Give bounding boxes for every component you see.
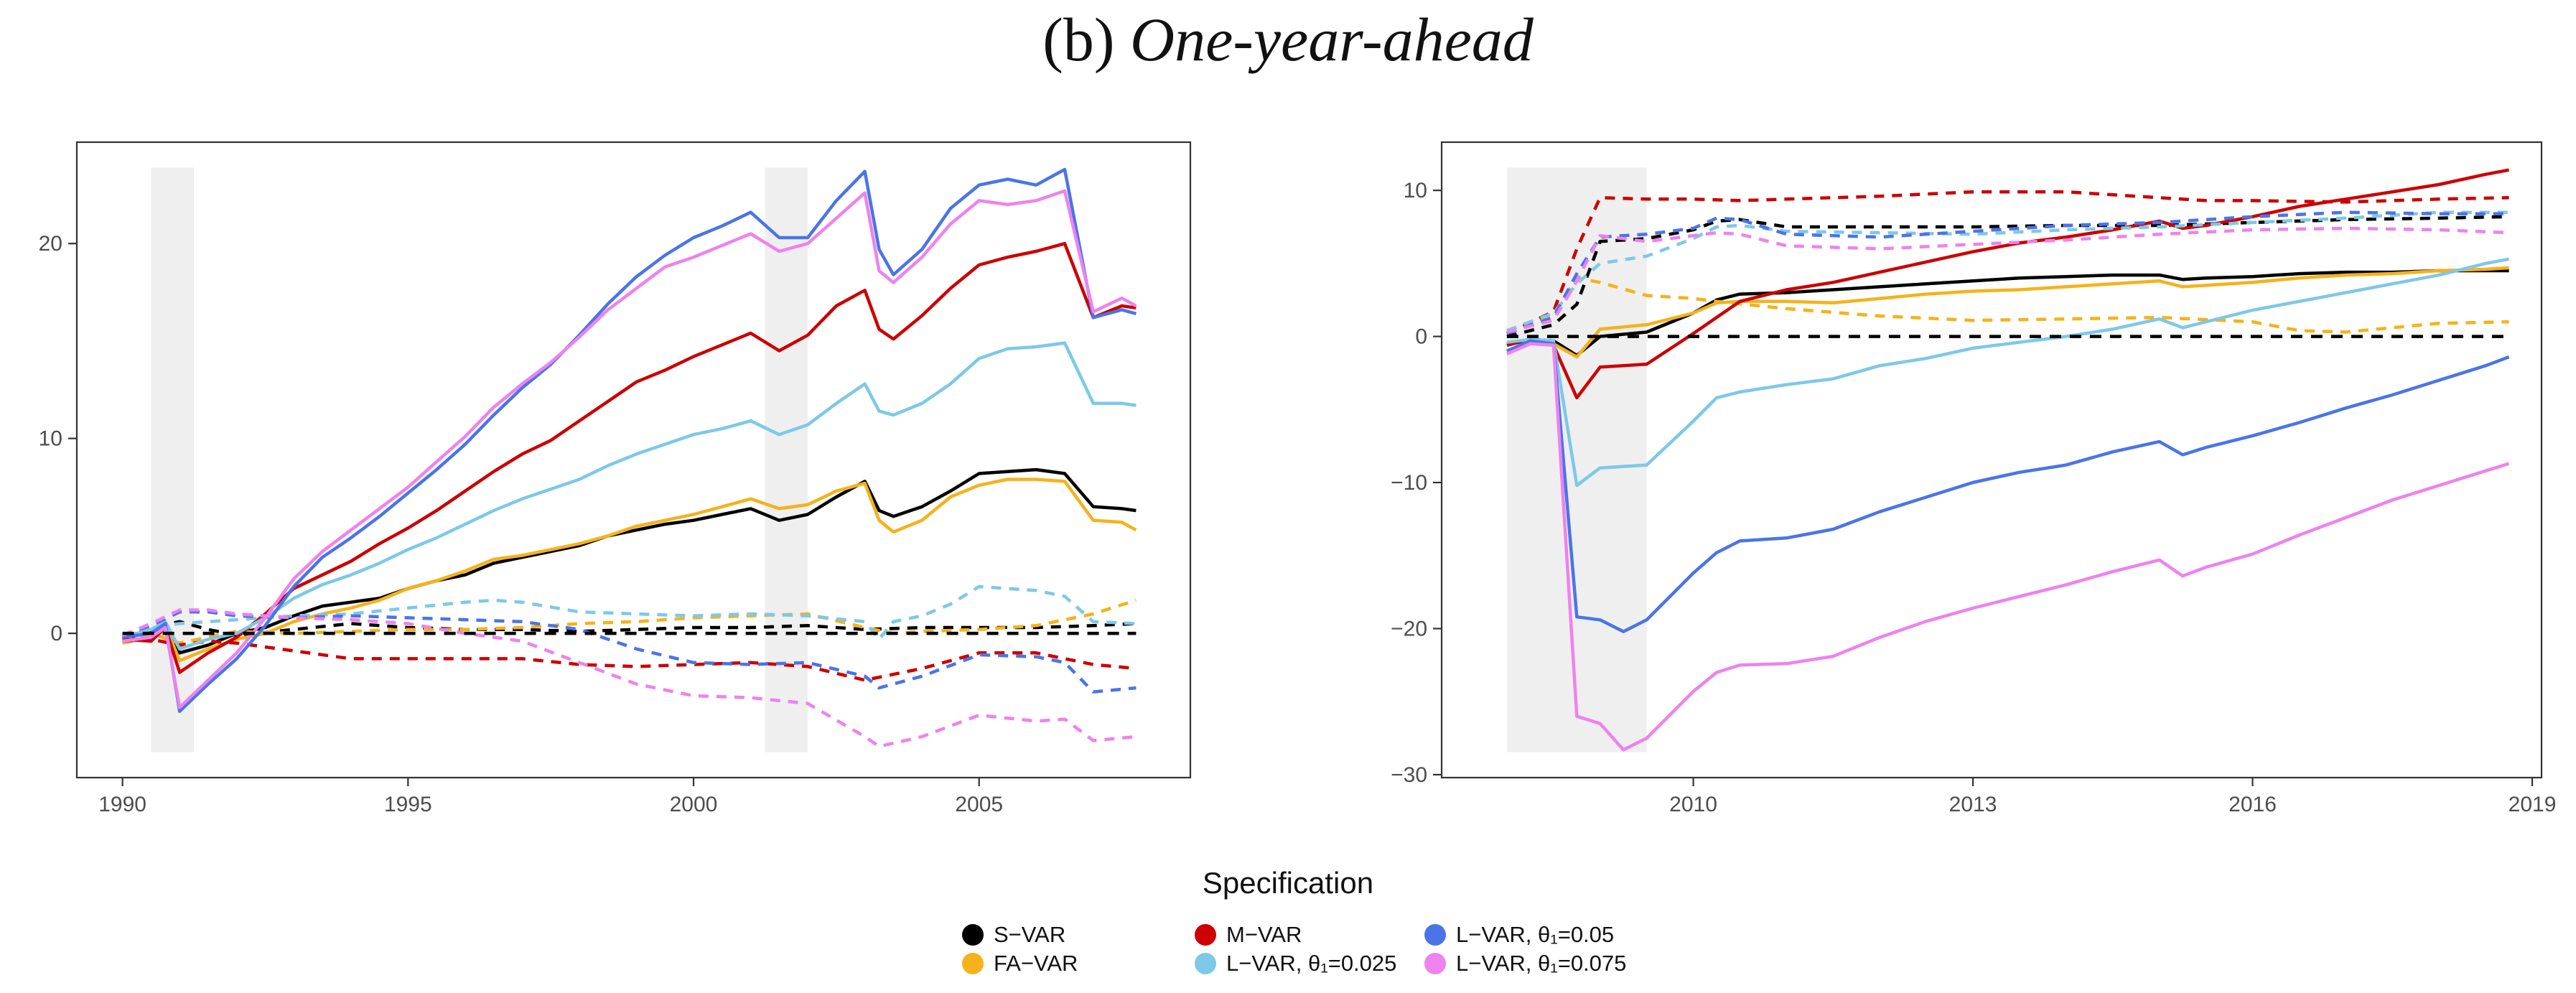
panel-2-line-mvar-solid: [1506, 168, 2510, 400]
legend-item-svar: S−VAR: [962, 920, 1065, 949]
legend-dot-l05: [1424, 924, 1446, 946]
panel-2-x-tick-label-2013: 2013: [1949, 793, 1997, 816]
panel-2-line-l025-dashed: [1506, 210, 2509, 332]
panel-2-border: [1440, 141, 2543, 779]
legend-label-l025: L−VAR, θ₁=0.025: [1226, 951, 1397, 976]
legend-label-favar: FA−VAR: [994, 951, 1078, 976]
panel-1-border: [75, 141, 1192, 779]
panel-1-y-tick-label-0: 0: [50, 622, 62, 645]
panel-2-line-favar-dashed: [1506, 276, 2509, 335]
legend-item-favar: FA−VAR: [962, 949, 1078, 978]
legend-dot-svar: [962, 924, 984, 946]
legend-dot-l075: [1424, 953, 1446, 974]
panel-2-x-tick-label-2016: 2016: [2229, 793, 2277, 816]
legend-title: Specification: [1202, 866, 1374, 900]
figure-title: (b) One-year-ahead: [0, 0, 2576, 79]
panel-2-line-l025-solid: [1506, 257, 2510, 488]
panel-2-y-tick-label--20: −20: [1391, 617, 1427, 640]
panel-1-shaded-period-2: [765, 167, 808, 752]
legend-item-l025: L−VAR, θ₁=0.025: [1195, 949, 1396, 978]
panel-2-y-tick-label-10: 10: [1404, 179, 1427, 202]
panel-2-line-mvar-dashed: [1506, 190, 2509, 335]
panel-1-y-tick-label-10: 10: [39, 427, 62, 451]
panel-2-line-l075-dashed: [1506, 226, 2509, 334]
panel-1: 1990 1995 2000 2005 0 10 20: [39, 141, 1192, 816]
panel-1-line-favar-dashed: [122, 598, 1137, 645]
panel-1-line-svar-solid: [122, 467, 1137, 655]
legend-item-l05: L−VAR, θ₁=0.05: [1424, 920, 1614, 949]
panel-2-y-tick-label--30: −30: [1391, 763, 1427, 787]
panel-1-x-tick-label-1995: 1995: [384, 793, 432, 816]
legend: Specification S−VAR FA−VAR M−VAR L−VAR, …: [0, 862, 2576, 993]
panel-2-x-tick-label-2019: 2019: [2509, 793, 2557, 816]
panel-2-shaded-period-1: [1506, 167, 1647, 752]
panel-2-line-l05-solid: [1506, 339, 2510, 633]
panel-1-line-mvar-dashed: [122, 638, 1137, 682]
panel-1-line-svar-dashed: [121, 620, 1137, 639]
panel-1-line-l05-dashed: [121, 610, 1137, 694]
panel-1-x-tick-label-2005: 2005: [955, 793, 1003, 816]
legend-label-svar: S−VAR: [994, 922, 1066, 947]
figure-title-main: One-year-ahead: [1129, 5, 1534, 74]
panel-2-y-tick-label-0: 0: [1415, 325, 1427, 349]
legend-dot-mvar: [1195, 924, 1216, 946]
panel-1-x-tick-label-1990: 1990: [98, 793, 146, 816]
panel-1-line-l075-solid: [122, 189, 1137, 709]
legend-item-l075: L−VAR, θ₁=0.075: [1424, 949, 1626, 978]
legend-dot-favar: [962, 953, 984, 974]
panel-1-line-l075-dashed: [121, 608, 1137, 748]
legend-label-mvar: M−VAR: [1226, 922, 1302, 947]
panel-2-line-favar-solid: [1506, 266, 2509, 359]
panel-1-line-l05-solid: [122, 167, 1137, 713]
panel-2-y-tick-label--10: −10: [1391, 471, 1427, 495]
legend-label-l05: L−VAR, θ₁=0.05: [1456, 922, 1615, 947]
panel-1-line-favar-solid: [122, 477, 1137, 663]
panel-1-y-tick-label-20: 20: [39, 232, 62, 256]
legend-label-l075: L−VAR, θ₁=0.075: [1456, 951, 1627, 976]
panel-1-x-tick-label-2000: 2000: [670, 793, 718, 816]
legend-dot-l025: [1195, 953, 1216, 974]
legend-item-mvar: M−VAR: [1195, 920, 1302, 949]
panel-2-x-tick-label-2010: 2010: [1669, 793, 1717, 816]
panel-1-line-l025-dashed: [121, 584, 1137, 641]
panel-2-line-l075-solid: [1506, 342, 2510, 752]
panel-2: 2010 2013 2016 2019 −30 −20 −10 0 10: [1391, 141, 2557, 816]
figure-title-prefix: (b): [1042, 5, 1115, 74]
